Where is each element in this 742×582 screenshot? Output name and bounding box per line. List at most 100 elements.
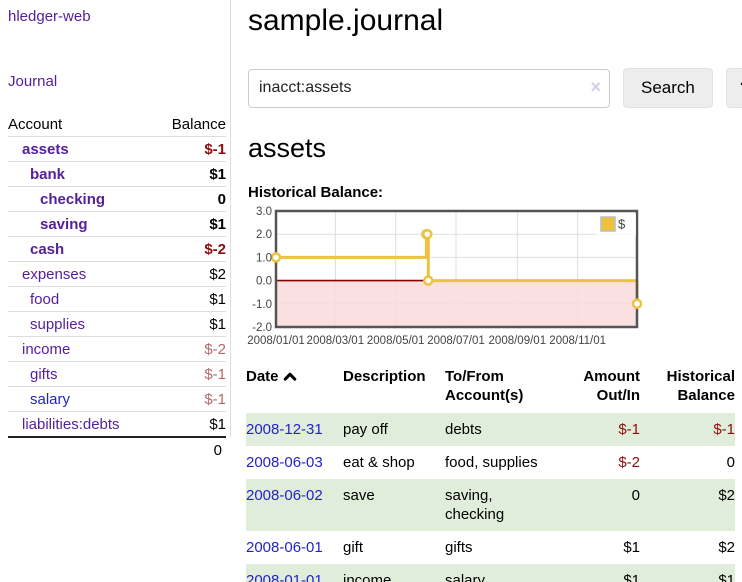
account-balance: $2 bbox=[154, 261, 226, 287]
account-balance: 0 bbox=[154, 186, 226, 212]
chart-x-axis-label: 2008/11/01 bbox=[549, 335, 606, 347]
register-header-account[interactable]: To/From Account(s) bbox=[445, 365, 557, 413]
account-balance: $1 bbox=[154, 211, 226, 237]
account-link-income[interactable]: income bbox=[22, 341, 71, 358]
register-row: 2008-06-02 save saving, checking 0 $2 bbox=[246, 479, 735, 531]
accounts-total-value: 0 bbox=[154, 436, 226, 462]
accounts-header-account: Account bbox=[8, 112, 155, 137]
chart-y-axis-label: -2.0 bbox=[252, 322, 272, 334]
chart-y-axis-label: 1.0 bbox=[256, 252, 272, 264]
transaction-date-link[interactable]: 2008-06-02 bbox=[246, 487, 323, 504]
account-balance: $-1 bbox=[154, 361, 226, 387]
transaction-description: income bbox=[343, 564, 445, 582]
accounts-total-row: 0 bbox=[8, 436, 226, 462]
account-link-food[interactable]: food bbox=[30, 291, 60, 308]
transaction-date-link[interactable]: 2008-12-31 bbox=[246, 421, 323, 438]
register-header-date[interactable]: Date bbox=[246, 365, 343, 413]
search-input[interactable] bbox=[248, 68, 610, 108]
transaction-balance: $2 bbox=[640, 479, 735, 531]
account-balance: $-1 bbox=[204, 141, 226, 158]
transaction-amount: $-2 bbox=[618, 454, 640, 471]
account-link-bank[interactable]: bank bbox=[30, 166, 66, 183]
chart-x-axis-label: 2008/01/01 bbox=[247, 335, 305, 347]
chart-x-axis-label: 2008/07/01 bbox=[427, 335, 485, 347]
account-balance: $1 bbox=[154, 311, 226, 337]
account-row-bank: bank $1 bbox=[8, 161, 226, 187]
chart-y-axis-label: -1.0 bbox=[252, 299, 272, 311]
transaction-date-link[interactable]: 2008-06-03 bbox=[246, 454, 323, 471]
register-row: 2008-06-01 gift gifts $1 $2 bbox=[246, 531, 735, 564]
register-header-row: Date Description To/From Account(s) Amou… bbox=[246, 365, 735, 413]
account-link-liabilities-debts[interactable]: liabilities:debts bbox=[22, 416, 120, 433]
account-row-salary: salary $-1 bbox=[8, 386, 226, 412]
register-header-account-line1: To/From bbox=[445, 368, 504, 385]
chart-title: Historical Balance: bbox=[248, 184, 384, 201]
account-link-salary[interactable]: salary bbox=[30, 391, 71, 408]
register-header-amount-line1: Amount bbox=[583, 368, 640, 385]
transaction-amount: $1 bbox=[557, 564, 640, 582]
chart-y-axis-label: 2.0 bbox=[256, 229, 272, 241]
nav-journal-link[interactable]: Journal bbox=[8, 73, 58, 90]
register-header-balance-line1: Historical bbox=[666, 368, 735, 385]
register-header-balance-line2: Balance bbox=[677, 387, 735, 404]
transaction-accounts: food, supplies bbox=[445, 454, 538, 471]
account-link-assets[interactable]: assets bbox=[22, 141, 69, 158]
chart-legend-label: $ bbox=[618, 217, 626, 232]
account-balance: $1 bbox=[154, 411, 226, 437]
register-header-date-label: Date bbox=[246, 368, 279, 385]
account-row-liabilities-debts: liabilities:debts $1 bbox=[8, 411, 226, 437]
transaction-date-link[interactable]: 2008-06-01 bbox=[246, 539, 323, 556]
app-title-link[interactable]: hledger-web bbox=[8, 8, 91, 25]
search-help-button[interactable]: ? bbox=[725, 68, 742, 108]
page-title: sample.journal bbox=[248, 4, 444, 37]
account-heading: assets bbox=[248, 133, 327, 163]
register-row: 2008-06-03 eat & shop food, supplies $-2… bbox=[246, 446, 735, 479]
transaction-description: eat & shop bbox=[343, 454, 415, 471]
account-link-saving[interactable]: saving bbox=[40, 216, 88, 233]
accounts-table: Account Balance assets $-1 bank $1 check… bbox=[8, 112, 226, 462]
account-balance: $-1 bbox=[154, 386, 226, 412]
transaction-accounts: gifts bbox=[445, 539, 473, 556]
sort-ascending-icon bbox=[283, 368, 297, 387]
transaction-amount: $-1 bbox=[557, 413, 640, 446]
chart-x-axis-label: 2008/03/01 bbox=[307, 335, 365, 347]
chart-y-axis-label: 3.0 bbox=[256, 206, 272, 218]
account-link-expenses[interactable]: expenses bbox=[22, 266, 87, 283]
account-row-food: food $1 bbox=[8, 286, 226, 312]
chart-data-point bbox=[270, 252, 282, 263]
transaction-amount: 0 bbox=[557, 479, 640, 531]
account-row-checking: checking 0 bbox=[8, 186, 226, 212]
transaction-balance: $2 bbox=[718, 539, 735, 556]
account-balance: $1 bbox=[154, 286, 226, 312]
account-row-cash: cash $-2 bbox=[8, 236, 226, 262]
register-header-balance[interactable]: Historical Balance bbox=[640, 365, 735, 413]
register-header-description[interactable]: Description bbox=[343, 368, 426, 385]
clear-search-icon[interactable]: × bbox=[590, 76, 601, 97]
register-header-amount[interactable]: Amount Out/In bbox=[557, 365, 640, 413]
transaction-balance: $-1 bbox=[640, 413, 735, 446]
transaction-description: gift bbox=[343, 539, 364, 556]
accounts-header-balance: Balance bbox=[154, 112, 226, 137]
account-link-gifts[interactable]: gifts bbox=[30, 366, 58, 383]
register-header-account-line2: Account(s) bbox=[445, 387, 524, 404]
chart-legend-swatch bbox=[600, 216, 616, 232]
register-row: 2008-01-01 income salary $1 $1 bbox=[246, 564, 735, 582]
transaction-description: save bbox=[343, 479, 445, 531]
transaction-description: pay off bbox=[343, 413, 445, 446]
account-link-checking[interactable]: checking bbox=[40, 191, 106, 208]
register-table: Date Description To/From Account(s) Amou… bbox=[246, 365, 735, 582]
account-row-income: income $-2 bbox=[8, 336, 226, 362]
transaction-date-link[interactable]: 2008-01-01 bbox=[246, 572, 323, 582]
main-content: sample.journal × Search ? assets Histori… bbox=[246, 0, 742, 582]
transaction-balance: 0 bbox=[726, 454, 735, 471]
account-row-saving: saving $1 bbox=[8, 211, 226, 237]
account-link-supplies[interactable]: supplies bbox=[30, 316, 86, 333]
transaction-accounts: salary bbox=[445, 564, 557, 582]
account-link-cash[interactable]: cash bbox=[30, 241, 65, 258]
account-balance: $-2 bbox=[154, 336, 226, 362]
sidebar: hledger-web Journal Account Balance asse… bbox=[0, 0, 231, 462]
register-header-amount-line2: Out/In bbox=[596, 387, 640, 404]
search-button[interactable]: Search bbox=[623, 68, 713, 108]
chart-data-point bbox=[631, 298, 643, 310]
